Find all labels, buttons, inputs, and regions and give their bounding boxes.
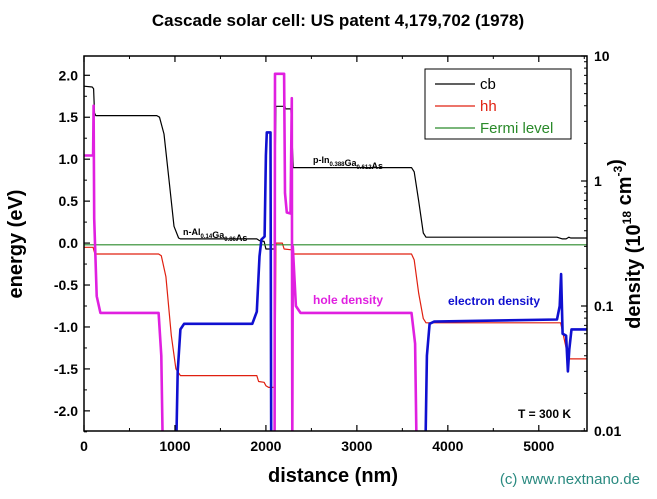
electron-density-label: electron density	[448, 294, 540, 308]
y-tick-label: 1.5	[59, 109, 79, 125]
series-hole-density	[84, 72, 418, 431]
x-tick-label: 0	[80, 438, 88, 454]
y-tick-label: -2.0	[54, 403, 78, 419]
y-tick-label: -1.5	[54, 361, 78, 377]
y2-tick-label: 0.01	[594, 423, 621, 439]
x-tick-label: 2000	[250, 438, 281, 454]
y2-tick-label: 0.1	[594, 298, 614, 314]
y-tick-label: -1.0	[54, 319, 78, 335]
legend-label: Fermi level	[480, 120, 553, 137]
annotation-p-ingaas: p-In0.388Ga0.612As	[313, 155, 383, 171]
y2-axis-label: density (1018 cm-3)	[605, 159, 645, 329]
y-tick-label: 1.0	[59, 151, 79, 167]
chart-title: Cascade solar cell: US patent 4,179,702 …	[152, 11, 524, 30]
x-tick-label: 5000	[523, 438, 554, 454]
y-axis-label: energy (eV)	[5, 190, 27, 299]
y-tick-label: 0.5	[59, 193, 79, 209]
y-tick-label: 0.0	[59, 235, 79, 251]
x-tick-label: 3000	[341, 438, 372, 454]
x-tick-label: 4000	[432, 438, 463, 454]
y-tick-label: 2.0	[59, 67, 79, 83]
series-electron-density	[175, 131, 587, 431]
hole-density-label: hole density	[313, 293, 383, 307]
copyright-credit: (c) www.nextnano.de	[500, 471, 640, 488]
legend: cb hh Fermi level	[424, 68, 572, 140]
y2-tick-label: 1	[594, 173, 602, 189]
y2-tick-label: 10	[594, 48, 610, 64]
x-axis-label: distance (nm)	[268, 465, 398, 487]
temperature-label: T = 300 K	[518, 407, 571, 421]
annotation-n-algaas: n-Al0.14Ga0.86As	[183, 227, 247, 243]
x-tick-label: 1000	[159, 438, 190, 454]
legend-label: hh	[480, 98, 497, 115]
legend-box	[424, 68, 572, 140]
y-tick-label: -0.5	[54, 277, 78, 293]
legend-label: cb	[480, 76, 496, 93]
